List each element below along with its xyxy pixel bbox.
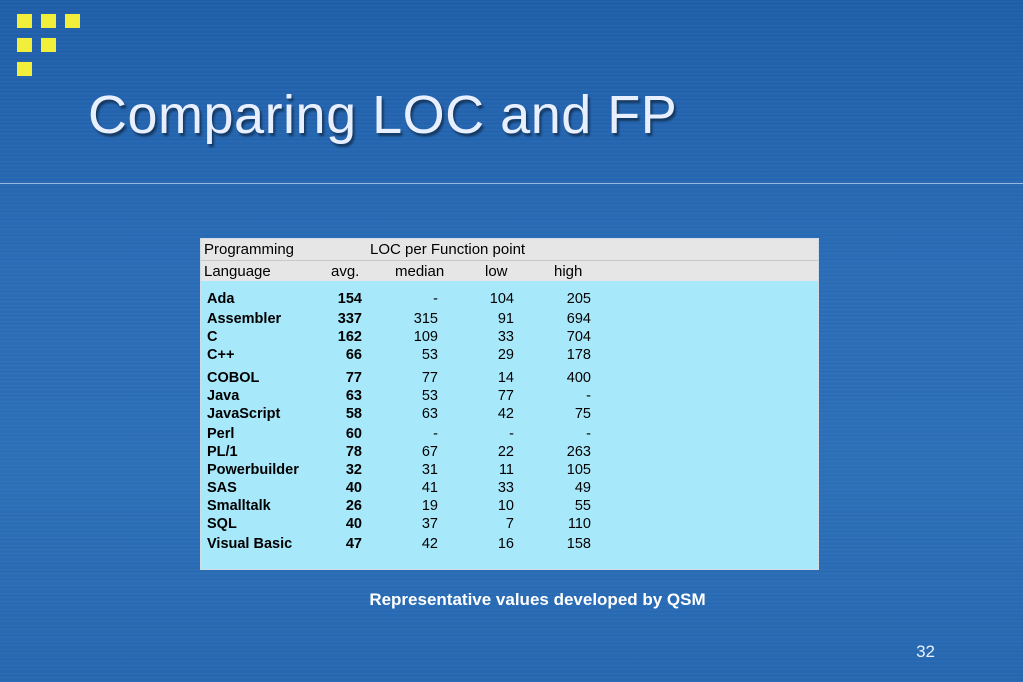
cell-language: C xyxy=(207,329,218,345)
header-programming: Programming xyxy=(204,241,295,258)
source-caption: Representative values developed by QSM xyxy=(369,590,706,609)
cell-language: COBOL xyxy=(207,370,260,386)
cell-language: Assembler xyxy=(207,311,282,327)
page-number: 32 xyxy=(916,642,935,661)
cell-high: - xyxy=(586,426,591,442)
cell-avg: 337 xyxy=(337,311,362,327)
header-median: median xyxy=(395,263,445,280)
cell-avg: 154 xyxy=(337,291,362,307)
cell-median: 37 xyxy=(421,516,438,532)
cell-median: 109 xyxy=(413,329,438,345)
cell-low: 22 xyxy=(497,444,514,460)
slide-title: Comparing LOC and FP xyxy=(88,85,678,145)
cell-high: 75 xyxy=(574,406,591,422)
cell-low: 42 xyxy=(497,406,514,422)
cell-avg: 162 xyxy=(337,329,362,345)
cell-language: PL/1 xyxy=(207,444,238,460)
header-language: Language xyxy=(204,263,271,280)
cell-avg: 66 xyxy=(345,347,362,363)
cell-low: 16 xyxy=(497,536,514,552)
loc-fp-table: Programming LOC per Function point Langu… xyxy=(200,238,819,570)
header-high: high xyxy=(554,263,583,280)
table-row: C 162 109 33 704 xyxy=(201,329,818,347)
cell-median: 67 xyxy=(421,444,438,460)
table-row: Assembler 337 315 91 694 xyxy=(201,311,818,329)
cell-language: Java xyxy=(207,388,240,404)
cell-low: 91 xyxy=(497,311,514,327)
cell-low: 7 xyxy=(505,516,514,532)
title-divider xyxy=(0,183,1023,184)
cell-high: 205 xyxy=(566,291,591,307)
cell-low: 11 xyxy=(498,462,514,478)
cell-low: - xyxy=(509,426,514,442)
cell-low: 104 xyxy=(489,291,514,307)
cell-median: 53 xyxy=(421,347,438,363)
cell-high: 110 xyxy=(567,516,591,532)
cell-high: 694 xyxy=(566,311,591,327)
cell-low: 77 xyxy=(497,388,514,404)
cell-low: 14 xyxy=(497,370,514,386)
cell-language: JavaScript xyxy=(207,406,281,422)
cell-median: 315 xyxy=(413,311,438,327)
cell-low: 29 xyxy=(497,347,514,363)
cell-median: - xyxy=(433,426,438,442)
table-row: PL/1 78 67 22 263 xyxy=(201,444,818,462)
table-row: SQL 40 37 7 110 xyxy=(201,516,818,534)
cell-low: 33 xyxy=(497,480,514,496)
cell-median: 42 xyxy=(421,536,438,552)
header-divider xyxy=(201,260,818,261)
table-row: Smalltalk 26 19 10 55 xyxy=(201,498,818,516)
table-row: Powerbuilder 32 31 11 105 xyxy=(201,462,818,480)
header-low: low xyxy=(485,263,508,280)
cell-high: 105 xyxy=(566,462,591,478)
cell-avg: 40 xyxy=(345,480,362,496)
table-row: SAS 40 41 33 49 xyxy=(201,480,818,498)
cell-language: Powerbuilder xyxy=(207,462,299,478)
cell-median: 19 xyxy=(421,498,438,514)
table-row: Visual Basic 47 42 16 158 xyxy=(201,536,818,554)
cell-high: 49 xyxy=(574,480,591,496)
table-header: Programming LOC per Function point Langu… xyxy=(201,239,818,281)
cell-high: 55 xyxy=(574,498,591,514)
cell-avg: 32 xyxy=(345,462,362,478)
cell-high: 158 xyxy=(566,536,591,552)
cell-avg: 60 xyxy=(345,426,362,442)
cell-high: 263 xyxy=(566,444,591,460)
header-avg: avg. xyxy=(331,263,360,280)
cell-median: - xyxy=(433,291,438,307)
table-row: Java 63 53 77 - xyxy=(201,388,818,406)
cell-low: 33 xyxy=(497,329,514,345)
cell-high: 704 xyxy=(566,329,591,345)
cell-low: 10 xyxy=(497,498,514,514)
cell-avg: 78 xyxy=(345,444,362,460)
cell-avg: 58 xyxy=(345,406,362,422)
table-row: C++ 66 53 29 178 xyxy=(201,347,818,365)
cell-language: SQL xyxy=(207,516,237,532)
cell-language: SAS xyxy=(207,480,237,496)
cell-language: Visual Basic xyxy=(207,536,293,552)
cell-language: C++ xyxy=(207,347,235,363)
cell-median: 31 xyxy=(421,462,438,478)
cell-high: 400 xyxy=(566,370,591,386)
cell-language: Ada xyxy=(207,291,235,307)
cell-median: 53 xyxy=(421,388,438,404)
cell-high: - xyxy=(586,388,591,404)
cell-median: 77 xyxy=(421,370,438,386)
logo-squares-icon xyxy=(17,14,87,78)
header-loc-per-fp: LOC per Function point xyxy=(370,241,526,258)
cell-language: Perl xyxy=(207,426,235,442)
cell-avg: 47 xyxy=(345,536,362,552)
cell-language: Smalltalk xyxy=(207,498,271,514)
cell-high: 178 xyxy=(566,347,591,363)
cell-avg: 26 xyxy=(345,498,362,514)
table-row: Perl 60 - - - xyxy=(201,426,818,444)
table-row: COBOL 77 77 14 400 xyxy=(201,370,818,388)
cell-avg: 77 xyxy=(345,370,362,386)
table-row: JavaScript 58 63 42 75 xyxy=(201,406,818,424)
cell-median: 41 xyxy=(421,480,438,496)
cell-median: 63 xyxy=(421,406,438,422)
cell-avg: 63 xyxy=(345,388,362,404)
table-row: Ada 154 - 104 205 xyxy=(201,291,818,309)
cell-avg: 40 xyxy=(345,516,362,532)
